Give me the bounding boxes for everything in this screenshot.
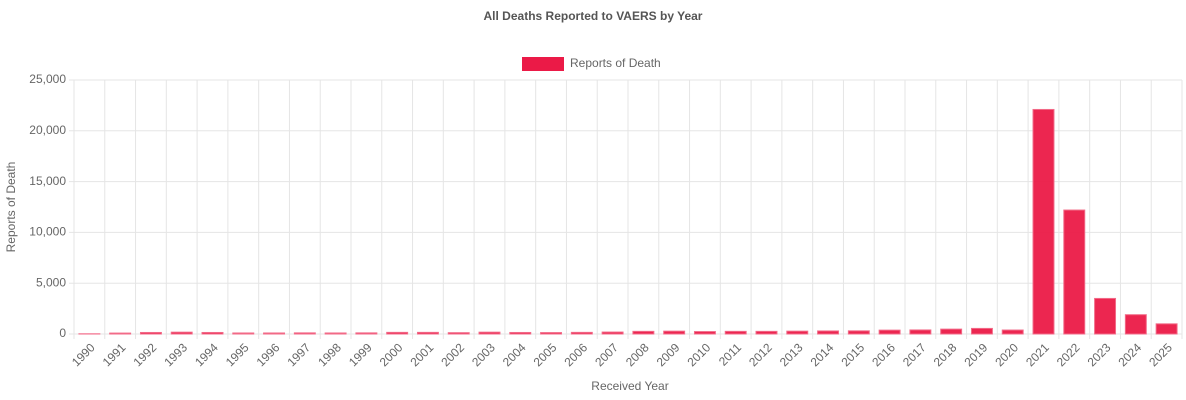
bar	[324, 332, 347, 335]
bar	[755, 330, 778, 335]
x-tick-label: 2021	[1023, 340, 1052, 369]
x-tick-label: 2013	[777, 340, 806, 369]
x-tick-label: 1993	[161, 340, 190, 369]
x-tick-label: 1990	[69, 340, 98, 369]
x-tick-label: 2010	[685, 340, 714, 369]
x-tick-label: 2003	[469, 340, 498, 369]
x-tick-label: 2006	[561, 340, 590, 369]
x-tick-label: 2002	[438, 340, 467, 369]
x-tick-label: 1996	[254, 340, 283, 369]
bar	[109, 332, 132, 335]
x-tick-label: 2012	[746, 340, 775, 369]
x-tick-label: 1999	[346, 340, 375, 369]
bar	[1001, 329, 1024, 335]
bar	[293, 332, 316, 335]
bar	[909, 329, 932, 335]
bar	[478, 331, 501, 335]
x-tick-label: 1992	[131, 340, 160, 369]
bar	[786, 330, 809, 335]
bar	[170, 331, 193, 335]
y-tick-label: 20,000	[29, 123, 66, 137]
y-axis-title: Reports of Death	[4, 162, 18, 253]
x-tick-label: 2023	[1085, 340, 1114, 369]
legend-label: Reports of Death	[570, 56, 661, 70]
bar	[1063, 209, 1086, 335]
x-tick-label: 2011	[716, 340, 744, 368]
x-tick-label: 2005	[531, 340, 560, 369]
bar	[663, 330, 686, 335]
bar	[1094, 297, 1117, 335]
bar	[540, 332, 563, 335]
x-tick-label: 2018	[931, 340, 960, 369]
bar	[632, 330, 655, 335]
legend-swatch	[522, 57, 564, 71]
bar	[201, 331, 224, 335]
bar	[447, 332, 470, 335]
y-tick-label: 25,000	[29, 72, 66, 86]
y-tick-label: 15,000	[29, 174, 66, 188]
bar	[1032, 108, 1055, 335]
y-tick-label: 5,000	[36, 275, 66, 289]
bar	[693, 331, 716, 335]
bar	[970, 327, 993, 335]
x-tick-label: 2025	[1146, 340, 1175, 369]
x-tick-label: 2009	[654, 340, 683, 369]
x-tick-label: 2014	[808, 340, 837, 369]
x-tick-label: 2007	[592, 340, 621, 369]
bar	[570, 331, 593, 335]
x-tick-label: 2004	[500, 340, 529, 369]
bar	[847, 330, 870, 335]
bar	[878, 329, 901, 335]
x-tick-label: 2024	[1115, 340, 1144, 369]
x-tick-label: 2019	[962, 340, 991, 369]
y-tick-label: 10,000	[29, 225, 66, 239]
bar	[724, 330, 747, 335]
bar	[817, 330, 840, 335]
y-tick-label: 0	[59, 326, 66, 340]
bar	[263, 332, 286, 335]
bar	[601, 331, 624, 335]
x-tick-label: 1997	[284, 340, 313, 369]
x-tick-label: 2016	[869, 340, 898, 369]
bar	[940, 328, 963, 335]
chart-title: All Deaths Reported to VAERS by Year	[484, 9, 703, 23]
bar	[509, 331, 532, 335]
x-tick-label: 2020	[992, 340, 1021, 369]
x-tick-label: 1991	[100, 340, 129, 369]
x-tick-label: 2022	[1054, 340, 1083, 369]
bar	[139, 331, 162, 335]
bar	[355, 332, 378, 335]
bar	[416, 331, 439, 335]
x-tick-label: 1995	[223, 340, 252, 369]
x-tick-label: 1994	[192, 340, 221, 369]
x-tick-label: 2015	[838, 340, 867, 369]
bar	[1124, 314, 1147, 335]
bar	[1155, 323, 1178, 335]
x-tick-label: 1998	[315, 340, 344, 369]
x-tick-label: 2017	[900, 340, 929, 369]
x-tick-label: 2000	[377, 340, 406, 369]
x-tick-label: 2008	[623, 340, 652, 369]
bar	[232, 332, 255, 335]
bar	[386, 331, 409, 335]
x-axis-title: Received Year	[591, 379, 668, 393]
x-tick-label: 2001	[408, 340, 437, 369]
